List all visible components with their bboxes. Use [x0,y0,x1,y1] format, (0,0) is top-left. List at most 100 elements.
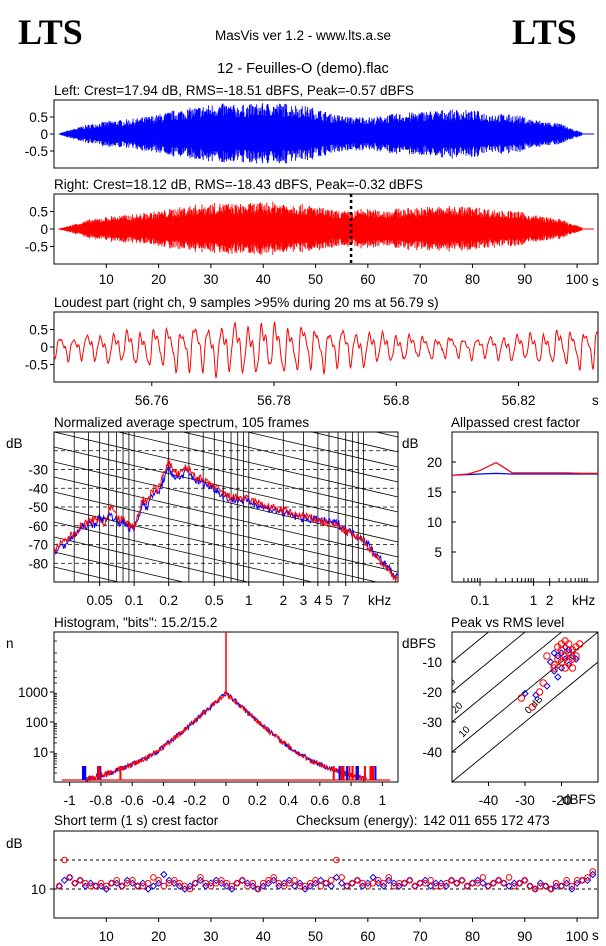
histogram-tail-bar [332,766,335,780]
short-term-point-left [296,879,304,887]
right-waveform-x-tick-label: 10 [99,272,114,287]
right-waveform-x-tick-label: 80 [465,272,480,287]
short-term-point-right [490,879,497,887]
allpass-x-unit: kHz [572,593,595,608]
short-term-point-right [558,882,565,890]
short-term-x-tick-label: 50 [308,929,323,944]
peak-rms-x-tick-label: -40 [479,793,499,808]
short-term-crest-x-unit: s [592,928,599,943]
allpass-y-tick-label: 5 [434,545,442,560]
short-term-point-right [375,877,382,884]
loudest-x-tick-label: 56.82 [502,393,536,408]
logo-right: LTS [512,12,577,52]
peak-rms-y-tick-label: -30 [422,715,442,730]
right-waveform-y-tick-label: 0.5 [29,205,48,220]
left-waveform-chart: 0.5 0 -0.5 [25,99,599,169]
loudest-x-tick-label: 56.78 [257,393,291,408]
short-term-point-right [139,882,147,890]
short-term-point-right [505,874,513,881]
spectrum-slope-line [310,432,398,453]
short-term-point-right [155,877,162,884]
short-term-point-right [286,879,293,887]
short-term-point-right [317,882,325,890]
short-term-point-left [364,879,372,887]
peak-rms-point-right [557,658,566,666]
short-term-point-right [207,882,215,890]
short-term-point-right [511,882,518,890]
short-term-point-right [181,882,189,890]
left-waveform-signal-line [58,103,583,164]
right-waveform-x-tick-label: 40 [256,272,271,287]
peak-rms-point-right [565,640,573,648]
short-term-point-right [380,879,387,887]
right-waveform-signal-line [58,201,583,256]
short-term-point-right [312,877,319,884]
spectrum-slope-line [54,476,398,558]
short-term-point-right [542,882,549,890]
short-term-point-right [495,877,502,884]
spectrum-x-tick-label: 3 [300,593,308,608]
short-term-point-right [359,879,366,887]
histogram-tail-bar [374,766,377,780]
short-term-point-right [160,882,168,890]
short-term-point-right [448,877,455,884]
short-term-point-right [144,879,152,887]
histogram-tail-bar [372,766,375,780]
allpass-frame [451,431,599,583]
histogram-tail-bar [97,766,100,780]
spectrum-x-tick-label: 1 [245,593,253,608]
short-term-point-right [333,856,340,864]
short-term-point-right [108,879,115,887]
peak-rms-crest-label: 10 [457,724,473,740]
spectrum-slope-line [54,536,250,582]
short-term-point-right [354,877,361,884]
spectrum-slope-line [245,432,398,468]
short-term-point-left [536,879,545,887]
peak-rms-ylabel: dBFS [402,636,436,651]
short-term-point-right [280,882,288,890]
histogram-tail-bar [363,766,366,780]
allpass-title: Allpassed crest factor [451,415,581,430]
short-term-point-left [243,879,252,887]
left-waveform-y-tick-label: -0.5 [25,144,48,159]
loudest-y-tick-label: -0.5 [25,358,48,373]
spectrum-x-unit: kHz [368,593,391,608]
short-term-point-right [76,877,84,884]
short-term-point-left [123,876,131,885]
spectrum-slope-line [54,312,398,392]
short-term-x-tick-label: 80 [465,929,480,944]
short-term-point-right [233,879,241,887]
short-term-point-left [437,879,445,887]
short-term-point-right [406,877,413,884]
histogram-chart: 1000 100 10 -1 -0.8 -0.6 -0.4 -0.2 0 0.2 0.4 0.6 0.8… [18,631,399,808]
short-term-crest-title: Short term (1 s) crest factor [54,813,219,828]
loudest-part-x-unit: s [592,393,599,408]
short-term-point-right [422,879,429,887]
spectrum-slope-line [54,446,398,528]
short-term-point-right [239,877,246,884]
app-title: MasVis ver 1.2 - www.lts.a.se [215,28,391,43]
short-term-point-right [244,882,251,890]
right-channel-x-unit: s [592,274,599,289]
peak-rms-point-right [561,664,569,672]
short-term-point-right [171,877,178,884]
spectrum-title: Normalized average spectrum, 105 frames [54,415,309,430]
spectrum-slope-line [54,506,379,582]
right-waveform-y-tick-label: 0 [40,222,48,237]
histogram-y-tick-label: 10 [33,745,48,760]
short-term-point-left [207,879,215,887]
short-term-point-right [71,879,79,887]
short-term-point-right [307,879,314,887]
right-waveform-x-tick-label: 50 [308,272,323,287]
short-term-point-right [579,877,586,884]
loudest-part-title: Loudest part (right ch, 9 samples >95% d… [54,295,439,310]
right-waveform-x-tick-label: 30 [203,272,218,287]
short-term-point-right [552,879,560,887]
histogram-ylabel: n [6,636,14,651]
short-term-point-right [176,879,183,887]
short-term-x-tick-label: 60 [360,929,375,944]
spectrum-slope-line [181,432,398,483]
short-term-point-right [218,877,225,884]
peak-rms-point-right [568,664,577,672]
peak-rms-x-tick-label: -30 [515,793,535,808]
